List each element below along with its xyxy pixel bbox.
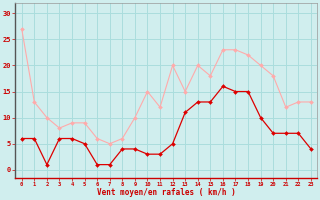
X-axis label: Vent moyen/en rafales ( km/h ): Vent moyen/en rafales ( km/h ) <box>97 188 236 197</box>
